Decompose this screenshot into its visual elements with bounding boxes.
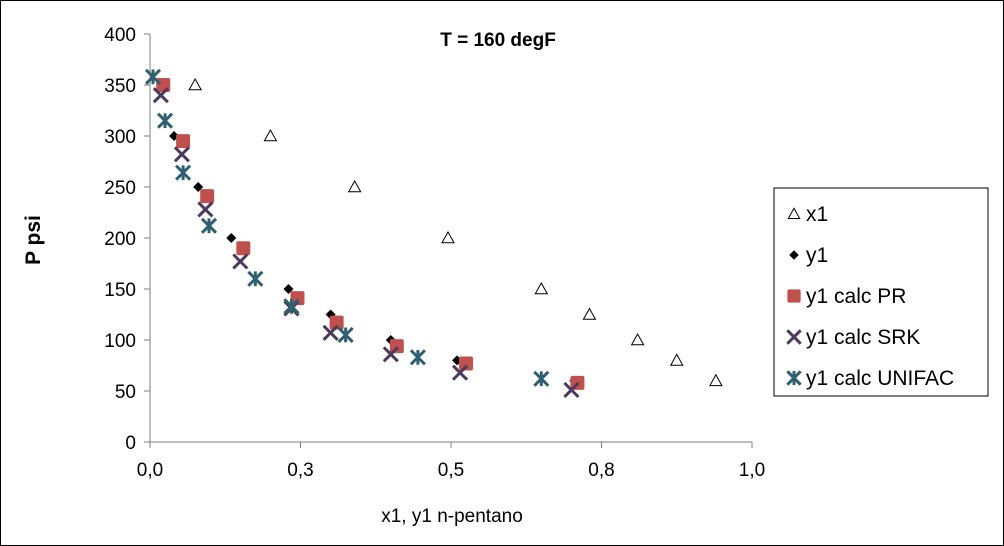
data-point (786, 329, 802, 345)
y-tick-label: 350 (104, 76, 136, 97)
data-point (247, 270, 264, 287)
y-tick-label: 50 (115, 382, 136, 403)
data-point (263, 128, 278, 142)
data-point (789, 250, 799, 260)
data-point (197, 201, 214, 218)
legend-label: x1 (806, 203, 828, 226)
data-point (382, 346, 399, 363)
series-y1-calc-srk (152, 87, 580, 399)
x-tick-label: 0,3 (287, 460, 313, 481)
data-point (173, 146, 190, 163)
data-point (200, 217, 218, 234)
data-point (156, 112, 174, 129)
data-point (152, 87, 169, 104)
x-axis-label: x1, y1 n-pentano (381, 506, 523, 527)
data-point (441, 230, 455, 244)
data-point (283, 298, 300, 315)
y-tick-label: 250 (104, 178, 136, 199)
chart-title: T = 160 degF (440, 30, 556, 51)
y-tick-label: 200 (104, 229, 136, 250)
data-point (787, 289, 801, 303)
legend-item: y1 (789, 244, 828, 267)
data-point (630, 332, 645, 346)
y-tick-label: 300 (104, 127, 136, 148)
data-point (193, 182, 204, 192)
legend-label: y1 (806, 244, 828, 267)
x-tick-label: 0,0 (137, 460, 163, 481)
legend-label: y1 calc SRK (806, 326, 920, 349)
data-point (533, 370, 550, 387)
data-point (787, 207, 801, 220)
data-point (534, 281, 549, 295)
data-point (236, 241, 251, 256)
data-point (200, 189, 215, 204)
legend-item: y1 calc UNIFAC (786, 367, 954, 390)
data-point (322, 324, 339, 341)
data-point (188, 77, 202, 91)
data-point (709, 373, 723, 387)
y-tick-label: 400 (104, 25, 136, 46)
y-tick-label: 150 (104, 280, 136, 301)
series-y1-calc-pr (156, 78, 585, 390)
data-point (232, 253, 249, 270)
data-point (459, 356, 474, 371)
data-point (226, 233, 237, 243)
x-tick-label: 0,8 (588, 460, 614, 481)
data-point (389, 339, 404, 354)
legend-item: x1 (787, 203, 828, 226)
data-point (409, 349, 426, 366)
data-point (329, 315, 344, 330)
data-point (176, 134, 191, 149)
data-point (283, 284, 294, 294)
x-tick-label: 1,0 (739, 460, 765, 481)
data-point (563, 381, 580, 399)
data-point (786, 370, 802, 386)
legend-label: y1 calc UNIFAC (806, 367, 954, 390)
data-point (290, 291, 305, 306)
legend-box (773, 187, 989, 397)
data-point (347, 179, 362, 193)
y-tick-label: 100 (104, 331, 136, 352)
x-tick-label: 0,5 (438, 460, 464, 481)
series-y1 (169, 131, 580, 386)
data-point (175, 164, 192, 181)
data-point (582, 307, 597, 320)
y-tick-label: 0 (125, 433, 136, 454)
data-point (144, 68, 162, 85)
y-axis-label: P psi (22, 215, 45, 265)
series-y1-calc-unifac (144, 68, 550, 387)
legend-item: y1 calc PR (787, 285, 906, 308)
data-point (451, 364, 469, 381)
legend-label: y1 calc PR (806, 285, 906, 308)
data-point (337, 326, 354, 343)
legend: x1 y1 y1 calc PR y1 calc SRK y1 calc UNIFAC (773, 187, 989, 397)
legend-item: y1 calc SRK (786, 326, 920, 349)
series-x1 (188, 77, 723, 387)
plot-area: 0 50 100 150 200 250 300 350 400 0,0 0,3 0,5 0,8 1,0 (104, 25, 765, 481)
data-point (669, 353, 684, 366)
